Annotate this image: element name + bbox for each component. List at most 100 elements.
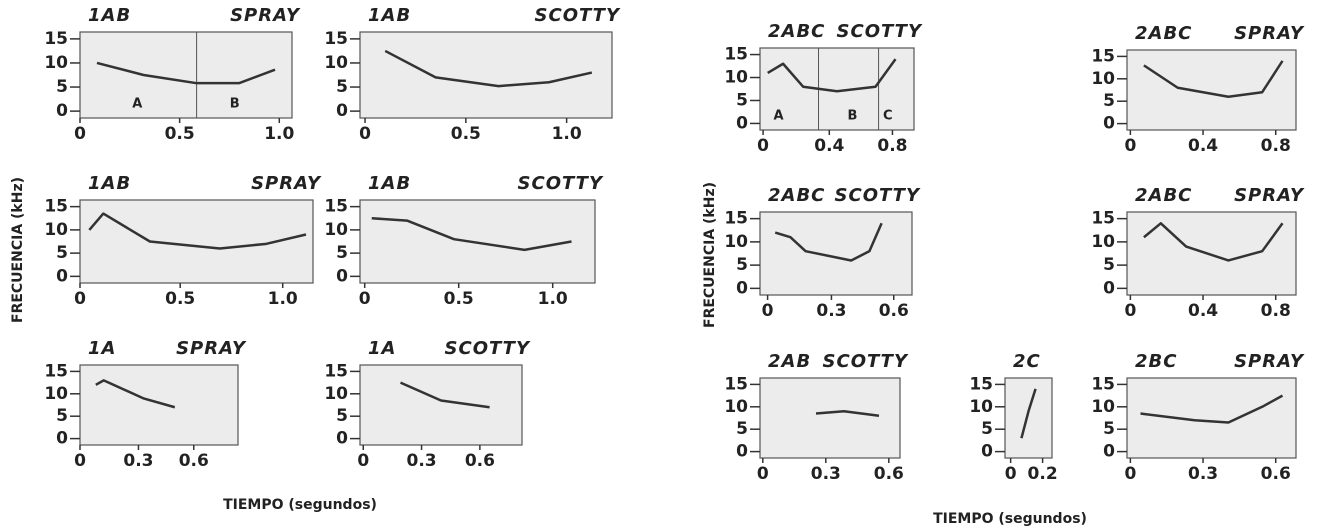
y-tick-label: 5	[56, 77, 68, 97]
y-tick-label: 15	[324, 197, 348, 217]
y-tick-label: 5	[736, 255, 748, 275]
y-tick-label: 15	[1091, 46, 1115, 66]
y-tick-label: 0	[336, 101, 348, 121]
x-tick-label: 0.8	[877, 136, 907, 156]
panel-label: 2BC	[1135, 351, 1177, 372]
song-trace	[815, 410, 880, 417]
x-tick-label: 0	[1124, 301, 1136, 321]
y-tick-label: 5	[736, 419, 748, 439]
x-tick-label: 0.5	[165, 124, 195, 144]
x-tick-label: 0	[74, 124, 86, 144]
y-tick-label: 10	[724, 68, 748, 88]
y-tick-label: 15	[724, 45, 748, 65]
x-tick-label: 0	[359, 289, 371, 309]
y-tick-label: 5	[981, 419, 993, 439]
y-tick-label: 15	[1091, 374, 1115, 394]
x-tick-label: 0.5	[165, 289, 195, 309]
bird-name: SPRAY	[1234, 351, 1305, 372]
segment-label: B	[230, 97, 240, 112]
y-tick-label: 0	[56, 266, 68, 286]
bird-name: SPRAY	[176, 338, 247, 359]
y-tick-label: 10	[1091, 69, 1115, 89]
y-tick-label: 0	[1103, 114, 1115, 134]
panel-label: 1AB	[88, 5, 131, 26]
panel-label: 1A	[88, 338, 116, 359]
song-trace	[1143, 222, 1284, 262]
y-tick-label: 5	[1103, 91, 1115, 111]
y-tick-label: 10	[969, 397, 993, 417]
y-axis-label: FRECUENCIA (kHz)	[702, 182, 718, 328]
x-tick-label: 0.6	[1261, 464, 1291, 484]
x-axis-label: TIEMPO (segundos)	[223, 497, 377, 513]
song-trace	[371, 217, 572, 252]
x-tick-label: 0.6	[879, 301, 909, 321]
spectrogram	[759, 47, 915, 131]
y-tick-label: 0	[336, 429, 348, 449]
segment-label: A	[132, 97, 142, 112]
x-tick-label: 0.6	[179, 451, 209, 471]
y-axis-label: FRECUENCIA (kHz)	[10, 177, 26, 323]
x-tick-label: 0	[74, 289, 86, 309]
song-trace	[95, 379, 176, 409]
bird-name: SCOTTY	[535, 5, 621, 26]
y-tick-label: 5	[56, 243, 68, 263]
y-tick-label: 10	[1091, 232, 1115, 252]
x-tick-label: 1.0	[538, 289, 568, 309]
x-tick-label: 0	[757, 464, 769, 484]
y-tick-label: 5	[736, 90, 748, 110]
y-tick-label: 0	[981, 442, 993, 462]
song-trace	[1140, 394, 1284, 424]
spectrogram	[359, 31, 613, 119]
x-tick-label: 0.5	[444, 289, 474, 309]
bird-name: SCOTTY	[518, 173, 604, 194]
y-tick-label: 15	[44, 29, 68, 49]
x-tick-label: 0.6	[465, 451, 495, 471]
panel-label: 2C	[1013, 351, 1041, 372]
bird-name: SPRAY	[230, 5, 301, 26]
y-tick-label: 10	[324, 220, 348, 240]
x-tick-label: 1.0	[552, 124, 582, 144]
x-tick-label: 0	[359, 124, 371, 144]
y-tick-label: 10	[44, 384, 68, 404]
bird-name: SCOTTY	[445, 338, 531, 359]
spectrogram	[759, 211, 913, 296]
x-tick-label: 0.3	[406, 451, 436, 471]
y-tick-label: 10	[724, 232, 748, 252]
spectrogram	[359, 364, 523, 446]
bird-name: SCOTTY	[837, 21, 923, 42]
x-tick-label: 0	[1124, 464, 1136, 484]
panel-label: 2ABC	[768, 21, 825, 42]
panel-label: 2ABC	[1135, 185, 1192, 206]
song-trace	[96, 61, 276, 85]
spectrogram	[1126, 211, 1297, 296]
song-trace	[399, 381, 490, 409]
x-tick-label: 0	[74, 451, 86, 471]
song-trace	[1020, 388, 1037, 439]
y-tick-label: 10	[1091, 397, 1115, 417]
spectrogram	[1126, 49, 1297, 131]
y-tick-label: 5	[336, 77, 348, 97]
y-tick-label: 15	[724, 374, 748, 394]
x-tick-label: 0.6	[874, 464, 904, 484]
y-tick-label: 10	[324, 53, 348, 73]
spectrogram	[79, 364, 239, 446]
song-trace	[1143, 60, 1284, 98]
y-tick-label: 0	[1103, 278, 1115, 298]
song-trace	[767, 58, 897, 93]
x-tick-label: 1.0	[264, 124, 294, 144]
panel-label: 2ABC	[1135, 23, 1192, 44]
y-tick-label: 15	[324, 361, 348, 381]
y-tick-label: 0	[56, 101, 68, 121]
spectrogram	[79, 31, 293, 119]
y-tick-label: 0	[736, 442, 748, 462]
y-tick-label: 15	[724, 209, 748, 229]
x-tick-label: 0.3	[816, 301, 846, 321]
x-tick-label: 0.4	[1188, 301, 1218, 321]
panel-label: 1AB	[368, 5, 411, 26]
spectrogram	[759, 377, 901, 459]
x-tick-label: 0	[762, 301, 774, 321]
y-tick-label: 5	[336, 243, 348, 263]
y-tick-label: 0	[336, 266, 348, 286]
y-tick-label: 15	[324, 29, 348, 49]
